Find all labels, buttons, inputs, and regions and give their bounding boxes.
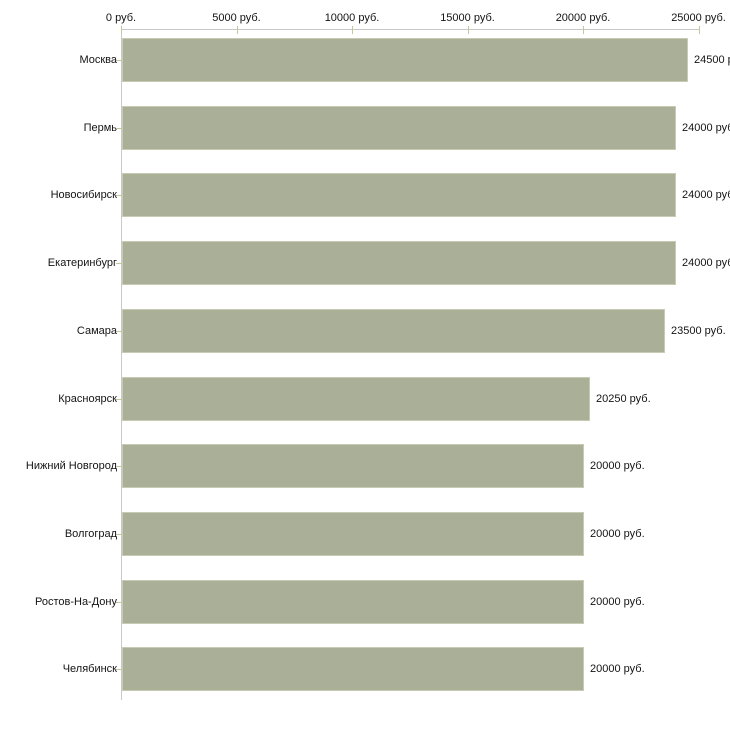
value-label: 24000 руб. xyxy=(682,189,730,201)
category-tick-mark xyxy=(116,195,121,196)
x-axis-tick-mark xyxy=(698,26,700,34)
category-tick-mark xyxy=(116,60,121,61)
x-axis-tick-mark xyxy=(583,26,584,34)
category-tick-mark xyxy=(116,128,121,129)
value-label: 24000 руб. xyxy=(682,257,730,269)
category-label: Пермь xyxy=(83,122,117,134)
category-label: Москва xyxy=(79,54,117,66)
bar xyxy=(122,512,584,556)
bar xyxy=(122,580,584,624)
bar xyxy=(122,647,584,691)
bar xyxy=(122,377,590,421)
x-axis-tick-label: 20000 руб. xyxy=(555,12,611,24)
value-label: 20000 руб. xyxy=(590,528,645,540)
bar xyxy=(122,106,676,150)
category-tick-mark xyxy=(116,263,121,264)
category-tick-mark xyxy=(116,399,121,400)
category-label: Челябинск xyxy=(62,663,117,675)
value-label: 20000 руб. xyxy=(590,596,645,608)
x-axis-tick-label: 15000 руб. xyxy=(440,12,495,24)
category-label: Красноярск xyxy=(58,393,117,405)
value-label: 20000 руб. xyxy=(590,460,645,472)
bar xyxy=(122,173,676,217)
value-label: 24000 руб. xyxy=(682,122,730,134)
category-label: Ростов-На-Дону xyxy=(34,596,117,608)
value-label: 23500 руб. xyxy=(671,325,726,337)
x-axis-tick-mark xyxy=(121,26,122,34)
x-axis-tick-mark xyxy=(236,26,238,34)
category-label: Нижний Новгород xyxy=(25,460,117,472)
category-label: Волгоград xyxy=(64,528,117,540)
category-label: Самара xyxy=(76,325,117,337)
x-axis-tick-label: 10000 руб. xyxy=(324,12,380,24)
x-axis-tick-mark xyxy=(467,26,469,34)
x-axis-tick-mark xyxy=(352,26,353,34)
category-tick-mark xyxy=(116,602,121,603)
value-label: 20250 руб. xyxy=(596,393,651,405)
bar xyxy=(122,38,688,82)
bar xyxy=(122,309,665,353)
bar xyxy=(122,241,676,285)
x-axis-tick-label: 0 руб. xyxy=(105,12,137,24)
category-tick-mark xyxy=(116,534,121,535)
bar xyxy=(122,444,584,488)
x-axis-line xyxy=(121,29,699,30)
category-tick-mark xyxy=(116,331,121,332)
y-axis-line xyxy=(121,29,122,700)
x-axis-tick-label: 25000 руб. xyxy=(671,12,726,24)
x-axis-tick-label: 5000 руб. xyxy=(212,12,261,24)
category-tick-mark xyxy=(116,466,121,467)
category-label: Екатеринбург xyxy=(47,257,117,269)
category-tick-mark xyxy=(116,669,121,670)
value-label: 24500 руб. xyxy=(694,54,730,66)
category-label: Новосибирск xyxy=(50,189,117,201)
value-label: 20000 руб. xyxy=(590,663,645,675)
